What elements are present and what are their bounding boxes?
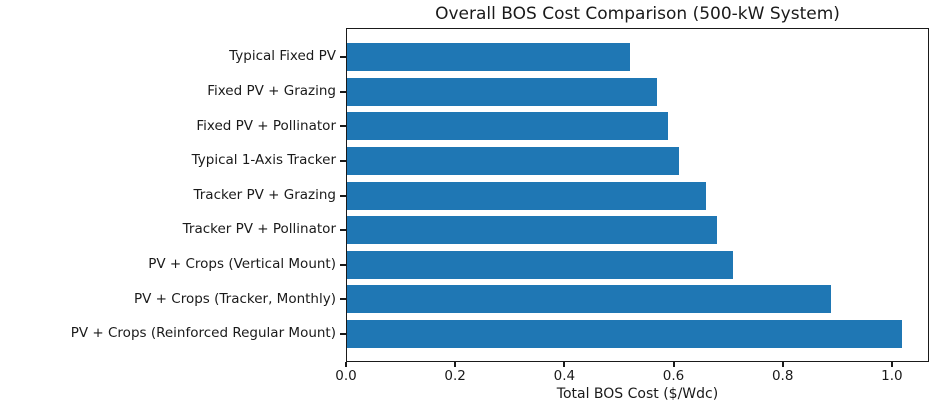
bar	[347, 112, 668, 141]
y-tick-mark	[340, 263, 346, 266]
bar	[347, 181, 707, 210]
x-tick-label: 0.8	[771, 368, 794, 384]
y-category-row: Tracker PV + Pollinator	[0, 216, 346, 244]
y-tick-label: PV + Crops (Vertical Mount)	[148, 256, 336, 272]
bar	[347, 250, 734, 279]
y-tick-label: Tracker PV + Grazing	[193, 186, 336, 203]
x-tick-label: 0.2	[444, 368, 466, 384]
y-tick-label: Fixed PV + Pollinator	[196, 117, 336, 134]
chart-title: Overall BOS Cost Comparison (500-kW Syst…	[435, 4, 840, 24]
y-axis-labels: Typical Fixed PV Fixed PV + Grazing Fixed …	[0, 28, 346, 362]
plot-area	[346, 28, 929, 362]
x-tick-mark	[781, 362, 784, 367]
y-tick-label: PV + Crops (Tracker, Monthly)	[134, 290, 336, 307]
y-category-row: Typical 1-Axis Tracker	[0, 147, 346, 175]
y-category-row: PV + Crops (Vertical Mount)	[0, 251, 346, 279]
y-category-row: Fixed PV + Pollinator	[0, 112, 346, 140]
bar	[347, 77, 658, 106]
x-tick-mark	[672, 362, 675, 367]
y-tick-label: Fixed PV + Grazing	[207, 82, 336, 99]
y-tick-mark	[340, 298, 346, 301]
y-tick-mark	[340, 56, 346, 58]
x-tick-mark	[890, 362, 893, 367]
y-tick-label: Tracker PV + Pollinator	[182, 221, 336, 238]
y-tick-mark	[340, 194, 346, 197]
x-tick-mark	[454, 362, 457, 367]
y-tick-mark	[340, 125, 346, 128]
x-axis: 0.0 0.2 0.4 0.6 0.8 1.0	[335, 362, 929, 388]
bar	[347, 285, 832, 314]
bar	[347, 43, 630, 71]
x-tick-mark	[563, 362, 566, 367]
y-category-row: Typical Fixed PV	[0, 43, 346, 71]
x-tick-mark	[345, 362, 347, 367]
y-category-row: PV + Crops (Tracker, Monthly)	[0, 285, 346, 313]
x-tick-label: 0.6	[662, 368, 685, 384]
y-tick-mark	[340, 229, 346, 232]
bar	[347, 320, 902, 348]
y-tick-mark	[340, 90, 346, 93]
bar	[347, 216, 717, 245]
x-tick-label: 1.0	[881, 368, 903, 384]
x-axis-title: Total BOS Cost ($/Wdc)	[556, 386, 719, 402]
x-tick-label: 0.4	[553, 368, 576, 384]
y-tick-label: Typical 1-Axis Tracker	[191, 152, 336, 169]
bar	[347, 146, 679, 175]
y-category-row: Fixed PV + Grazing	[0, 78, 346, 106]
y-category-row: PV + Crops (Reinforced Regular Mount)	[0, 320, 346, 348]
y-tick-label: PV + Crops (Reinforced Regular Mount)	[70, 325, 336, 342]
y-tick-mark	[340, 333, 346, 335]
x-tick-label: 0.0	[335, 368, 357, 384]
y-category-row: Tracker PV + Grazing	[0, 182, 346, 210]
y-tick-label: Typical Fixed PV	[229, 48, 336, 65]
y-tick-mark	[340, 159, 346, 162]
